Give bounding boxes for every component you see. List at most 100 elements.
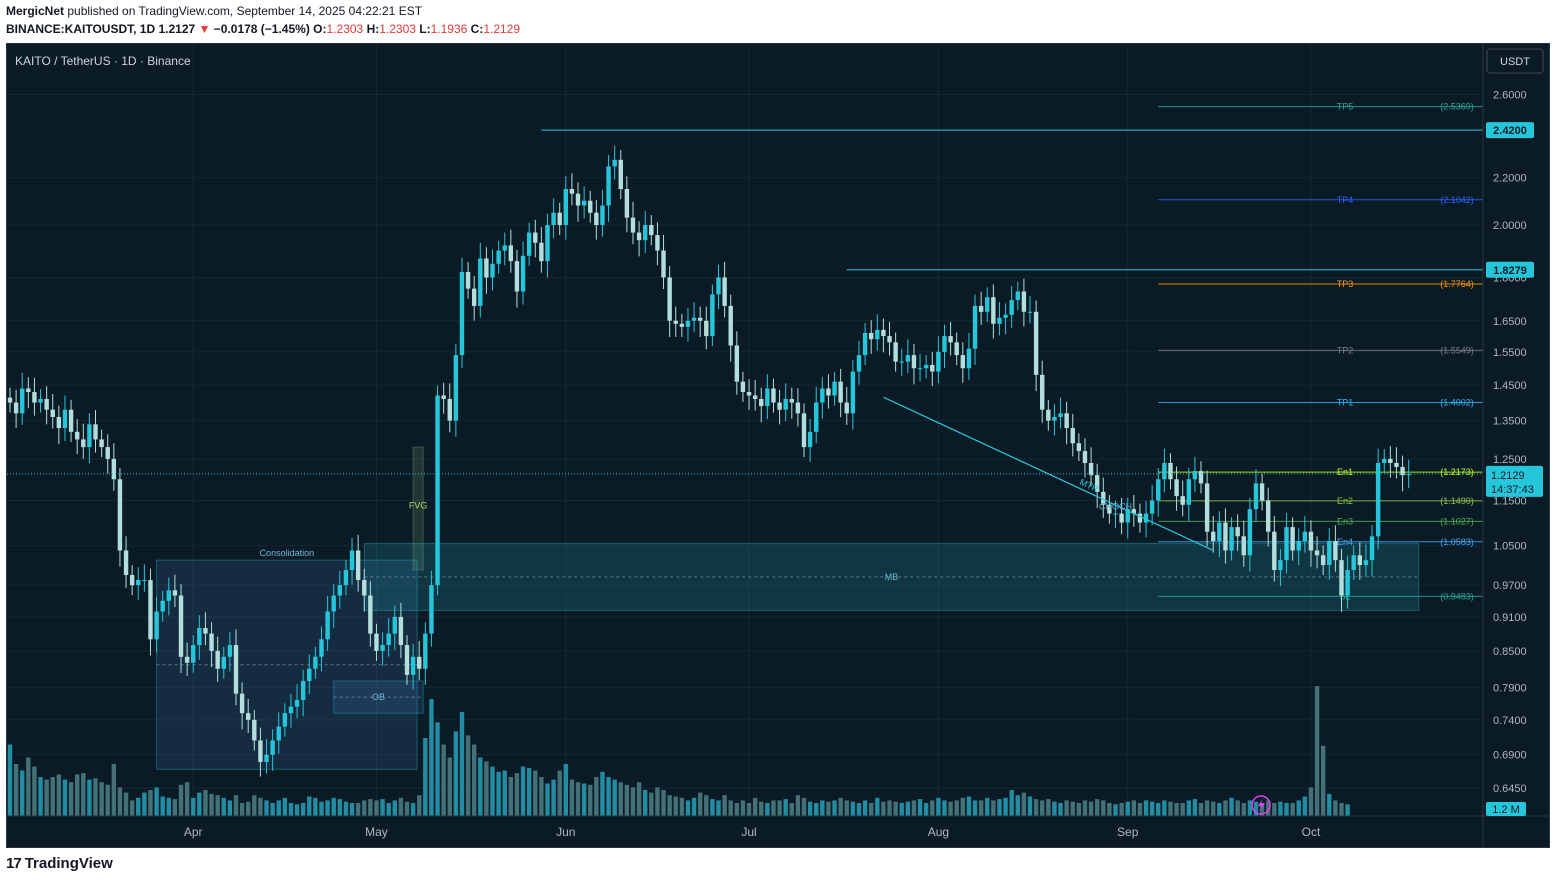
candle-body	[1168, 462, 1173, 480]
candle-body	[881, 329, 886, 337]
candle-body	[490, 263, 495, 278]
price-chart[interactable]: Consolidation OB FVG MB TP5 (2.5369) TP4 (2.104…	[7, 44, 1549, 847]
volume-bar	[1327, 793, 1332, 816]
volume-bar	[978, 800, 984, 816]
candle-body	[643, 225, 648, 241]
volume-bar	[716, 800, 721, 816]
volume-bar	[1162, 800, 1167, 816]
volume-bar	[129, 800, 135, 816]
volume-bar	[954, 800, 959, 816]
candle-body	[991, 297, 996, 324]
volume-bar	[319, 801, 324, 816]
candle-body	[276, 726, 281, 741]
volume-bar	[526, 767, 532, 816]
volume-bar	[1253, 801, 1259, 816]
candle-body	[1308, 531, 1314, 551]
candle-body	[441, 395, 446, 399]
volume-bar	[184, 782, 190, 816]
candle-body	[679, 323, 685, 327]
candle-body	[1272, 531, 1277, 570]
volume-bar	[74, 774, 80, 816]
current-price-value: 1.2129	[1491, 470, 1525, 482]
volume-bar	[1278, 801, 1283, 816]
candle-body	[612, 159, 617, 167]
candle-body	[258, 740, 263, 762]
candle-body	[1052, 416, 1057, 421]
candle-body	[331, 595, 336, 612]
volume-bar	[392, 800, 397, 816]
volume-bar	[759, 801, 764, 816]
high-value: 1.2303	[379, 22, 416, 36]
price-change: −0.0178 (−1.45%)	[213, 22, 310, 36]
candle-body	[404, 645, 410, 675]
candle-body	[1131, 509, 1137, 514]
y-tick-label: 0.7400	[1493, 715, 1527, 727]
volume-bar	[594, 777, 599, 816]
volume-bar	[337, 799, 343, 816]
volume-bar	[172, 799, 178, 816]
candle-body	[1064, 413, 1069, 429]
volume-bar	[239, 803, 245, 816]
volume-bar	[569, 779, 575, 816]
volume-bar	[1174, 803, 1179, 816]
volume-bar	[1168, 801, 1173, 816]
volume-bar	[386, 803, 391, 816]
candle-body	[759, 398, 764, 407]
volume-bar	[160, 796, 165, 816]
candle-body	[1046, 409, 1051, 421]
y-tick-label: 0.9700	[1493, 580, 1527, 592]
volume-bar	[1217, 803, 1222, 816]
volume-bar	[722, 795, 727, 816]
volume-bar	[1320, 745, 1326, 816]
candle-body	[905, 355, 911, 362]
candle-body	[1027, 311, 1033, 313]
volume-bar	[478, 757, 483, 816]
candle-body	[978, 305, 984, 312]
volume-bar	[551, 779, 556, 816]
volume-bar	[618, 782, 623, 816]
candle-body	[465, 271, 471, 289]
candle-body	[734, 345, 740, 382]
candle-body	[484, 258, 489, 278]
volume-bar	[209, 793, 214, 816]
candle-body	[1076, 443, 1082, 452]
candle-body	[1259, 483, 1265, 501]
candle-body	[1406, 473, 1411, 476]
candle-body	[471, 288, 477, 306]
candle-body	[453, 355, 459, 421]
level-label-en3: En3	[1337, 516, 1353, 526]
x-tick-label: Jul	[741, 825, 756, 839]
candle-body	[887, 336, 892, 343]
candle-body	[838, 381, 843, 403]
volume-bar	[313, 797, 318, 816]
volume-bar	[423, 738, 428, 816]
volume-bar	[985, 797, 990, 816]
volume-bar	[1272, 803, 1277, 816]
volume-bar	[600, 771, 605, 816]
candle-body	[997, 317, 1002, 324]
volume-bar	[307, 796, 312, 816]
volume-bar	[539, 777, 544, 816]
candle-body	[1223, 522, 1228, 551]
candle-body	[380, 645, 385, 651]
candle-body	[746, 391, 752, 396]
volume-bar	[795, 795, 801, 816]
y-tick-label: 1.6500	[1493, 316, 1527, 328]
candle-body	[1333, 540, 1338, 561]
candle-body	[1211, 531, 1216, 541]
candle-body	[826, 388, 831, 396]
candle-body	[294, 700, 300, 707]
volume-bar	[1088, 801, 1094, 816]
price-badge-label: 1.8279	[1493, 265, 1527, 277]
volume-bar	[807, 801, 813, 816]
volume-bar	[1211, 801, 1216, 816]
candle-body	[282, 713, 288, 727]
volume-bar	[117, 787, 123, 816]
volume-bar	[1235, 800, 1240, 816]
candle-body	[99, 439, 104, 448]
chart-panel[interactable]: Consolidation OB FVG MB TP5 (2.5369) TP4 (2.104…	[6, 43, 1550, 848]
candle-body	[930, 364, 935, 372]
volume-bar	[1302, 796, 1308, 816]
level-value-tp5: (2.5369)	[1440, 102, 1474, 112]
level-label-tp3: TP3	[1337, 279, 1354, 289]
